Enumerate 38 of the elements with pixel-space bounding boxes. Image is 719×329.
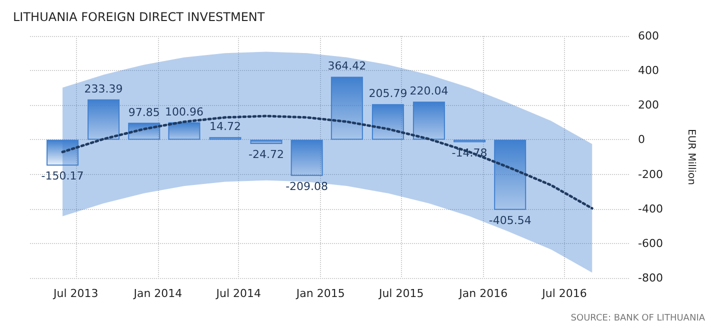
data-label: -150.17 <box>41 170 84 183</box>
bar <box>88 99 120 140</box>
data-label: 97.85 <box>128 106 160 119</box>
data-label: 233.39 <box>84 82 123 96</box>
bar <box>330 76 363 140</box>
data-label: 205.79 <box>368 87 408 100</box>
y-tick-label: 200 <box>638 98 659 112</box>
source-note: SOURCE: BANK OF LITHUANIA <box>570 314 706 324</box>
y-tick-label: 400 <box>638 64 659 78</box>
x-tick-label: Jul 2015 <box>378 287 424 300</box>
data-label: 14.72 <box>209 120 241 134</box>
bar <box>290 140 323 176</box>
x-tick-label: Jul 2013 <box>52 287 98 300</box>
y-tick-label: -600 <box>638 236 663 250</box>
bar <box>46 140 79 166</box>
x-tick-label: Jul 2016 <box>541 287 587 300</box>
y-tick-label: -400 <box>638 202 663 216</box>
data-label: 100.96 <box>164 105 204 118</box>
y-axis-title: EUR Million <box>686 129 696 185</box>
y-tick-label: 600 <box>638 30 659 42</box>
data-label: -24.72 <box>248 148 284 161</box>
bar <box>412 102 445 140</box>
x-tick-label: Jan 2016 <box>458 287 508 300</box>
data-label: -405.54 <box>488 214 532 227</box>
chart-title: LITHUANIA FOREIGN DIRECT INVESTMENT <box>13 10 266 24</box>
data-label: -209.08 <box>286 180 328 193</box>
bar <box>494 140 526 210</box>
x-tick-label: Jan 2015 <box>295 287 345 300</box>
data-label: 364.42 <box>328 60 366 73</box>
bar <box>372 104 404 140</box>
x-tick-label: Jul 2014 <box>215 287 261 300</box>
y-tick-label: -800 <box>638 272 663 284</box>
x-tick-label: Jan 2014 <box>132 287 182 300</box>
y-tick-label: -200 <box>638 168 663 181</box>
data-label: 220.04 <box>410 84 448 98</box>
bar <box>250 140 282 144</box>
y-tick-label: 0 <box>638 133 645 146</box>
bar <box>168 122 200 140</box>
